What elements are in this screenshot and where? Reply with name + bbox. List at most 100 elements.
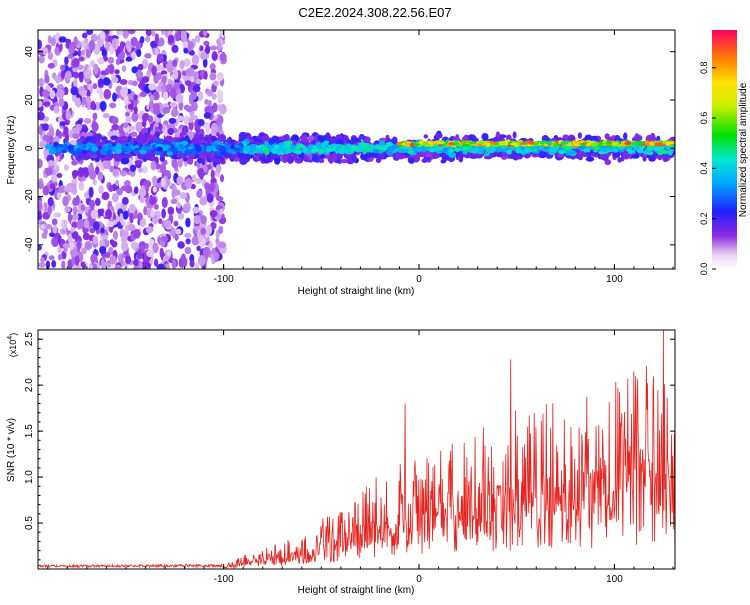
heatmap-cell	[127, 30, 136, 35]
heatmap-cell	[152, 175, 158, 186]
heatmap-cell	[386, 149, 394, 156]
heatmap-cell	[184, 80, 192, 86]
heatmap-cell	[306, 149, 312, 156]
heatmap-cell	[60, 220, 65, 228]
heatmap-cell	[132, 228, 141, 239]
heatmap-cell	[45, 223, 53, 230]
heatmap-cell	[137, 249, 142, 260]
heatmap-cell	[155, 138, 163, 145]
heatmap-cell	[119, 212, 124, 224]
heatmap-cell	[266, 144, 274, 149]
heatmap-cell	[192, 139, 200, 145]
heatmap-cell	[44, 74, 50, 84]
heatmap-cell	[477, 140, 485, 145]
heatmap-cell	[86, 142, 92, 147]
heatmap-cell	[307, 144, 313, 151]
snr-y-label: SNR (10 * v/v)	[6, 418, 17, 482]
heatmap-cell	[577, 154, 583, 161]
x-tick-label: -100	[214, 574, 234, 585]
heatmap-cell	[218, 225, 224, 234]
heatmap-cell	[200, 155, 207, 160]
heatmap-cell	[151, 65, 157, 77]
heatmap-cell	[61, 250, 67, 260]
heatmap-cell	[573, 140, 581, 144]
heatmap-cell	[431, 141, 439, 145]
spectrogram-y-label: Frequency (Hz)	[6, 116, 17, 185]
heatmap-cell	[74, 255, 80, 266]
heatmap-cell	[112, 38, 117, 49]
heatmap-cell	[97, 78, 104, 87]
heatmap-cell	[125, 56, 133, 62]
heatmap-cell	[112, 92, 117, 102]
heatmap-cell	[249, 143, 257, 148]
heatmap-cell	[49, 89, 56, 100]
heatmap-cell	[196, 189, 203, 198]
heatmap-cell	[340, 158, 349, 164]
heatmap-cell	[38, 213, 43, 220]
heatmap-cell	[138, 187, 147, 198]
heatmap-cell	[108, 63, 115, 75]
heatmap-cell	[617, 157, 622, 163]
heatmap-cell	[230, 144, 235, 150]
heatmap-cell	[358, 135, 367, 140]
heatmap-cell	[100, 234, 109, 240]
heatmap-cell	[173, 82, 180, 90]
heatmap-cell	[65, 70, 72, 81]
heatmap-cell	[122, 210, 129, 220]
heatmap-cell	[324, 132, 331, 142]
heatmap-cell	[546, 141, 553, 146]
heatmap-cell	[72, 206, 78, 214]
heatmap-cell	[81, 90, 87, 97]
heatmap-cell	[72, 132, 80, 140]
heatmap-cell	[92, 112, 98, 121]
heatmap-cell	[210, 122, 218, 134]
heatmap-cell	[60, 64, 66, 71]
heatmap-cell	[147, 115, 154, 123]
heatmap-cell	[88, 262, 94, 269]
heatmap-cell	[416, 147, 423, 153]
heatmap-cell	[130, 36, 138, 47]
heatmap-cell	[176, 154, 185, 159]
heatmap-cell	[648, 156, 656, 162]
heatmap-cell	[143, 262, 152, 269]
heatmap-cell	[153, 203, 159, 210]
heatmap-cell	[219, 208, 224, 215]
heatmap-cell	[101, 48, 107, 57]
heatmap-cell	[182, 41, 189, 48]
heatmap-cell	[111, 192, 119, 203]
heatmap-cell	[86, 89, 91, 99]
heatmap-cell	[92, 263, 98, 269]
heatmap-cell	[189, 143, 195, 148]
heatmap-cell	[404, 142, 409, 146]
heatmap-cell	[107, 35, 113, 43]
heatmap-cell	[159, 155, 165, 162]
heatmap-cell	[146, 249, 154, 258]
heatmap-cell	[622, 151, 629, 159]
heatmap-cell	[86, 30, 94, 36]
heatmap-cell	[129, 131, 138, 137]
heatmap-cell	[123, 145, 131, 152]
heatmap-cell	[72, 213, 79, 220]
heatmap-cell	[184, 177, 193, 189]
colorbar-tick-label: 0.2	[699, 212, 709, 225]
heatmap-cell	[226, 148, 235, 154]
heatmap-cell	[218, 241, 227, 249]
heatmap-cell	[73, 78, 78, 89]
heatmap-cell	[134, 160, 143, 165]
heatmap-cell	[139, 195, 145, 204]
x-tick-label: 100	[606, 574, 623, 585]
heatmap-cell	[96, 38, 104, 48]
heatmap-cell	[216, 72, 224, 82]
heatmap-cell	[219, 174, 225, 183]
heatmap-cell	[70, 226, 76, 233]
heatmap-cell	[183, 115, 191, 125]
heatmap-cell	[161, 84, 168, 93]
heatmap-cell	[120, 135, 129, 142]
heatmap-cell	[552, 143, 561, 146]
heatmap-cell	[191, 54, 200, 66]
heatmap-cell	[121, 234, 128, 244]
heatmap-cell	[194, 35, 201, 43]
heatmap-cell	[84, 240, 93, 251]
heatmap-cell	[206, 122, 211, 133]
heatmap-cell	[186, 106, 193, 113]
